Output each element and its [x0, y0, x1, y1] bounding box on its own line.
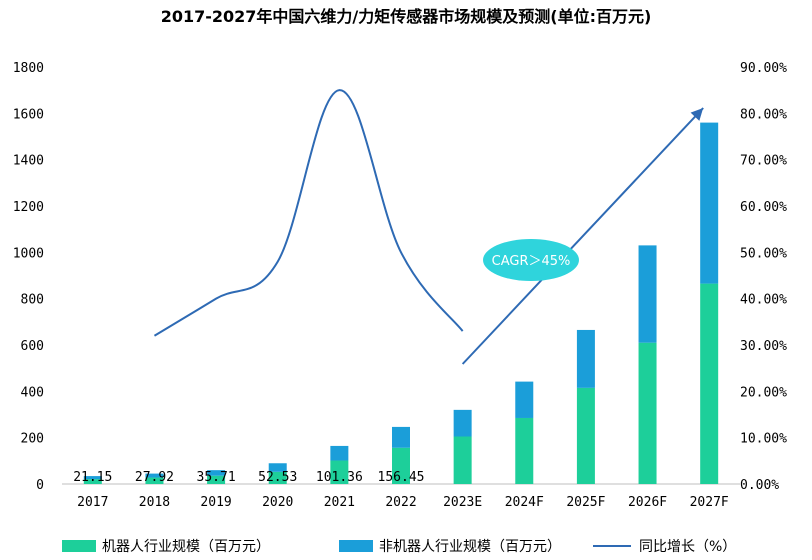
- x-tick-label: 2023E: [443, 495, 482, 510]
- bar-robot: [83, 479, 102, 484]
- data-label: 27.92: [135, 470, 174, 485]
- left-tick-label: 1200: [13, 200, 44, 215]
- bar-non-robot: [576, 329, 595, 388]
- bar-non-robot: [330, 445, 349, 461]
- left-tick-label: 1600: [13, 107, 44, 122]
- growth-line: [153, 89, 464, 337]
- bar-robot: [515, 417, 534, 484]
- right-tick-label: 80.00%: [740, 107, 787, 122]
- cagr-bubble: [483, 239, 579, 281]
- bar-non-robot: [638, 245, 657, 343]
- bar-non-robot: [83, 476, 102, 480]
- left-tick-label: 1400: [13, 154, 44, 169]
- x-tick-label: 2027F: [690, 495, 729, 510]
- data-label: 101.36: [316, 470, 363, 485]
- right-tick-label: 50.00%: [740, 246, 787, 261]
- bar-robot: [392, 447, 410, 484]
- cagr-arrow: CAGR＞45%: [461, 107, 704, 365]
- left-tick-label: 600: [21, 339, 44, 354]
- bar-robot: [145, 477, 164, 484]
- left-tick-label: 800: [21, 293, 44, 308]
- x-tick-label: 2024F: [505, 495, 544, 510]
- chart-title: 2017-2027年中国六维力/力矩传感器市场规模及预测(单位:百万元): [161, 7, 652, 26]
- legend: 机器人行业规模（百万元） 非机器人行业规模（百万元） 同比增长（%）: [62, 539, 736, 555]
- cagr-arrow-line: [461, 107, 704, 365]
- bar-non-robot: [268, 463, 287, 472]
- bar-robot: [453, 436, 472, 484]
- legend-label-growth: 同比增长（%）: [639, 539, 736, 555]
- x-tick-label: 2017: [77, 495, 108, 510]
- data-label: 21.15: [73, 470, 112, 485]
- cagr-label: CAGR＞45%: [492, 254, 571, 269]
- x-tick-label: 2018: [139, 495, 170, 510]
- x-tick-label: 2025F: [566, 495, 605, 510]
- right-tick-label: 30.00%: [740, 339, 787, 354]
- left-tick-label: 1800: [13, 61, 44, 76]
- bar-non-robot: [700, 122, 719, 284]
- x-tick-label: 2026F: [628, 495, 667, 510]
- legend-label-non-robot: 非机器人行业规模（百万元）: [379, 539, 561, 555]
- growth-line-series: [153, 89, 464, 337]
- data-label: 156.45: [378, 470, 425, 485]
- cagr-arrow-head: [690, 108, 704, 121]
- left-tick-label: 200: [21, 432, 44, 447]
- bars: [83, 122, 719, 484]
- right-tick-label: 60.00%: [740, 200, 787, 215]
- bar-robot: [638, 342, 657, 484]
- right-tick-label: 10.00%: [740, 432, 787, 447]
- data-label: 35.71: [197, 470, 236, 485]
- legend-swatch-non-robot: [339, 540, 373, 552]
- left-tick-label: 1000: [13, 246, 44, 261]
- right-axis: 0.00% 10.00% 20.00% 30.00% 40.00% 50.00% 60.00…: [740, 61, 787, 493]
- bar-robot: [207, 475, 226, 484]
- x-tick-label: 2022: [385, 495, 416, 510]
- bar-non-robot: [515, 381, 534, 418]
- bar-non-robot: [392, 426, 410, 448]
- right-tick-label: 90.00%: [740, 61, 787, 76]
- legend-swatch-robot: [62, 540, 96, 552]
- left-tick-label: 0: [36, 478, 44, 493]
- right-tick-label: 40.00%: [740, 293, 787, 308]
- data-labels: 21.15 27.92 35.71 52.53 101.36 156.45: [73, 470, 424, 485]
- left-tick-label: 400: [21, 385, 44, 400]
- bar-robot: [700, 283, 719, 484]
- x-tick-label: 2020: [262, 495, 293, 510]
- x-tick-label: 2021: [324, 495, 355, 510]
- right-tick-label: 20.00%: [740, 385, 787, 400]
- bar-robot: [576, 387, 595, 484]
- data-label: 52.53: [258, 470, 297, 485]
- bar-non-robot: [453, 409, 472, 437]
- right-tick-label: 70.00%: [740, 154, 787, 169]
- bar-robot: [268, 471, 287, 484]
- bar-non-robot: [207, 470, 226, 476]
- right-tick-label: 0.00%: [740, 478, 779, 493]
- bar-non-robot: [145, 473, 164, 478]
- x-axis: 2017 2018 2019 2020 2021 2022 2023E 2024F 2025F 2…: [77, 495, 729, 510]
- legend-label-robot: 机器人行业规模（百万元）: [102, 539, 270, 555]
- bar-robot: [330, 460, 349, 484]
- x-tick-label: 2019: [200, 495, 231, 510]
- left-axis: 0 200 400 600 800 1000 1200 1400 1600 1800: [13, 61, 44, 493]
